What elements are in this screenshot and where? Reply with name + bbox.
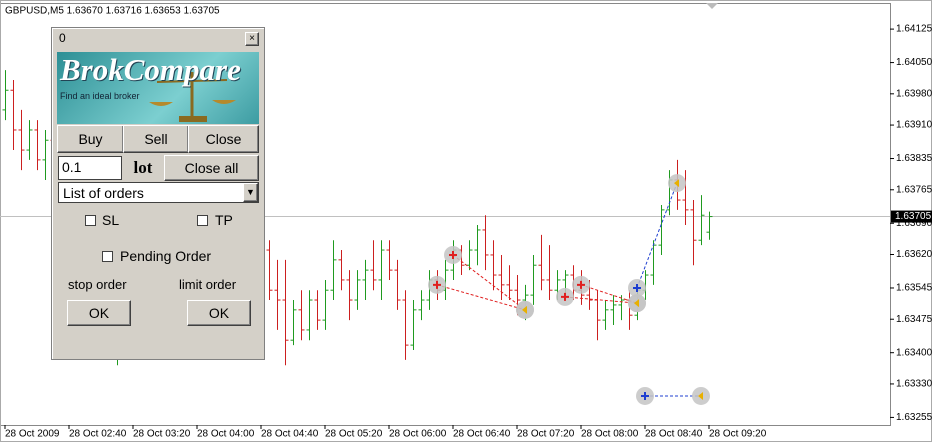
y-tick-label: 1.63620: [896, 249, 933, 260]
tp-checkbox[interactable]: [197, 215, 208, 226]
y-tick-label: 1.63255: [896, 412, 933, 423]
scales-icon: [149, 72, 236, 122]
tp-label: TP: [215, 212, 233, 228]
x-tick-label: 28 Oct 03:20: [133, 429, 191, 440]
y-tick-label: 1.63980: [896, 88, 933, 99]
y-tick-label: 1.63910: [896, 120, 933, 131]
trade-open-arrow: [561, 292, 569, 301]
logo-tagline: Find an ideal broker: [60, 91, 140, 101]
y-tick-label: 1.63475: [896, 314, 933, 325]
y-tick-label: 1.63765: [896, 184, 933, 195]
trade-open-arrow: [633, 283, 641, 292]
trade-line: [436, 284, 526, 311]
trade-close-arrow: [522, 305, 527, 314]
stop-order-label: stop order: [68, 277, 127, 292]
chart-title: GBPUSD,M5 1.63670 1.63716 1.63653 1.6370…: [5, 6, 220, 17]
y-tick-label: 1.64050: [896, 57, 933, 68]
orders-select[interactable]: List of orders ▼: [58, 182, 259, 203]
pending-checkbox[interactable]: [102, 251, 113, 262]
x-tick-label: 28 Oct 04:40: [261, 429, 319, 440]
lot-label: lot: [133, 158, 153, 177]
x-tick-label: 28 Oct 07:20: [517, 429, 575, 440]
sell-button[interactable]: Sell: [123, 125, 189, 153]
x-tick-label: 28 Oct 05:20: [325, 429, 383, 440]
logo-banner: BrokCompare Find an ideal broker: [57, 52, 259, 124]
lot-input[interactable]: 0.1: [58, 156, 122, 180]
close-all-button[interactable]: Close all: [164, 155, 259, 181]
pending-label: Pending Order: [120, 248, 212, 264]
y-tick-label: 1.63330: [896, 379, 933, 390]
y-tick-label: 1.63400: [896, 347, 933, 358]
scroll-marker: [706, 3, 718, 9]
x-tick-label: 28 Oct 08:00: [581, 429, 639, 440]
trade-close-arrow: [634, 299, 639, 308]
trade-open-arrow: [433, 280, 441, 289]
y-tick-label: 1.63835: [896, 153, 933, 164]
current-price-label: 1.63705: [895, 211, 932, 222]
logo-text: BrokCompare: [60, 52, 241, 87]
trade-line: [564, 296, 638, 304]
x-tick-label: 28 Oct 06:40: [453, 429, 511, 440]
trade-close-arrow: [674, 179, 679, 188]
panel-title: 0: [59, 31, 66, 45]
select-arrow[interactable]: ▼: [243, 183, 258, 202]
sl-checkbox[interactable]: [85, 215, 96, 226]
x-tick-label: 28 Oct 02:40: [69, 429, 127, 440]
x-tick-label: 28 Oct 04:00: [197, 429, 255, 440]
y-tick-label: 1.63690: [896, 218, 933, 229]
x-tick-label: 28 Oct 08:40: [645, 429, 703, 440]
x-tick-label: 28 Oct 2009: [5, 429, 60, 440]
close-button[interactable]: ×: [245, 32, 259, 46]
trade-open-arrow: [577, 280, 585, 289]
trade-panel: 0 × BrokCompare Find an ideal broker Buy…: [51, 27, 265, 360]
stop-ok-button[interactable]: OK: [67, 300, 131, 326]
limit-ok-button[interactable]: OK: [187, 300, 251, 326]
sl-label: SL: [102, 212, 120, 228]
buy-button[interactable]: Buy: [57, 125, 124, 153]
limit-order-label: limit order: [179, 277, 237, 292]
trade-open-arrow: [641, 391, 649, 400]
y-tick-label: 1.64125: [896, 24, 933, 35]
trade-close-arrow: [698, 391, 703, 400]
x-tick-label: 28 Oct 06:00: [389, 429, 447, 440]
close-order-button[interactable]: Close: [188, 125, 259, 153]
orders-select-text: List of orders: [63, 185, 144, 201]
trade-line: [636, 182, 678, 289]
x-tick-label: 28 Oct 09:20: [709, 429, 767, 440]
current-price-box: [891, 210, 932, 223]
trade-line: [452, 254, 526, 311]
trade-open-arrow: [449, 250, 457, 259]
y-tick-label: 1.63545: [896, 283, 933, 294]
